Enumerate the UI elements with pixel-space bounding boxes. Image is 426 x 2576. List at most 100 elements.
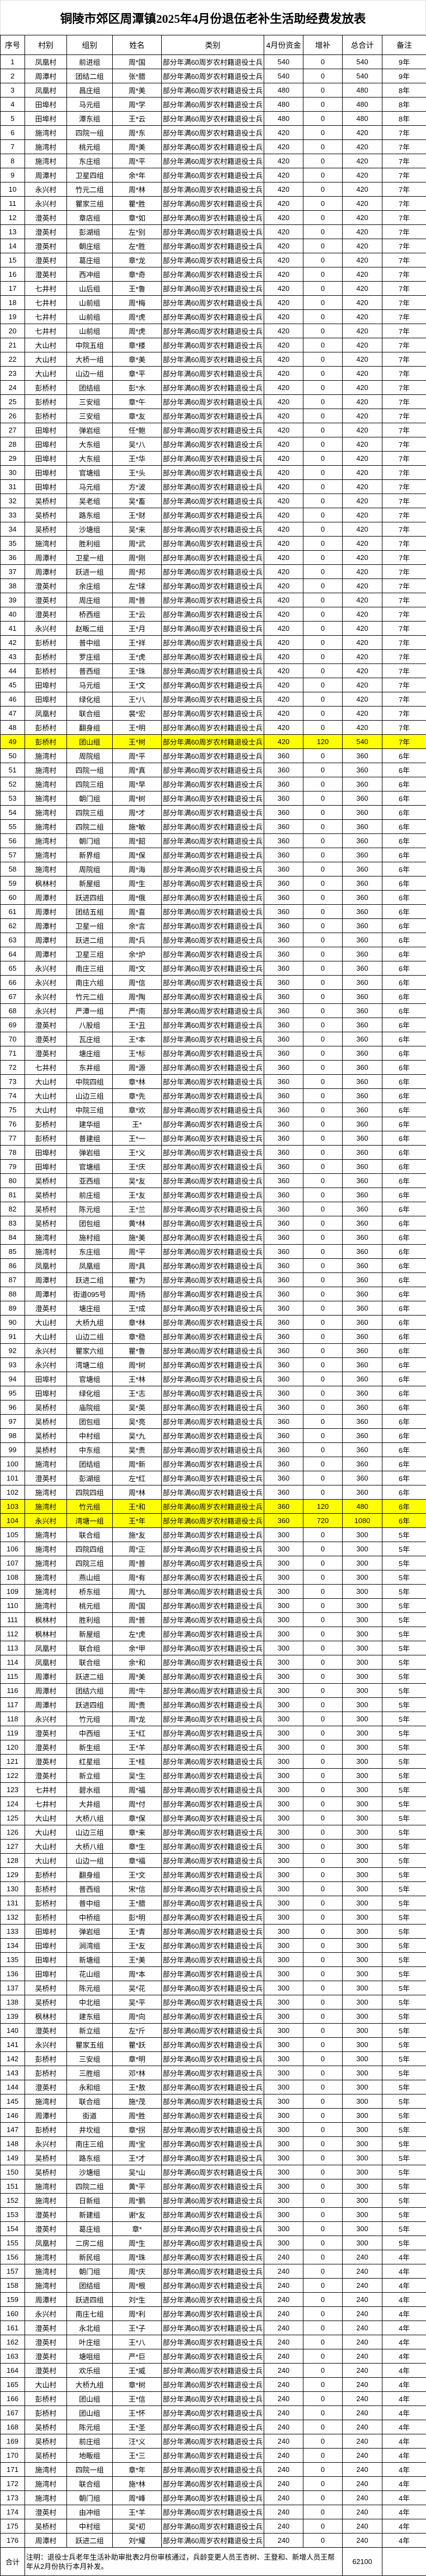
- cell-group: 湾塘二组: [66, 1357, 113, 1372]
- cell-seq: 82: [0, 1202, 25, 1216]
- cell-category: 部分年满60周岁农村籍退役士兵: [161, 564, 264, 579]
- cell-group: 八股组: [66, 1018, 113, 1032]
- cell-village: 永兴村: [25, 1513, 67, 1528]
- cell-seq: 123: [0, 1782, 25, 1797]
- cell-village: 施湾村: [25, 833, 67, 848]
- table-row: 86 凤凰村 凤凰组 周*具 部分年满60周岁农村籍退役士兵 360 0 360 6年: [0, 1258, 426, 1273]
- cell-name: 周*珠: [112, 2250, 162, 2264]
- table-row: 172 施湾村 联合组 施*林 部分年满60周岁农村籍退役士兵 240 0 240 4年: [0, 2476, 426, 2491]
- table-row: 9 周潭村 卫星四组 余*年 部分年满60周岁农村籍退役士兵 420 0 420 7年: [0, 168, 426, 182]
- cell-village: 澄英村: [25, 1046, 67, 1061]
- cell-remark: 6年: [382, 1244, 426, 1259]
- cell-total: 300: [342, 2179, 382, 2194]
- cell-seq: 131: [0, 1896, 25, 1910]
- cell-seq: 128: [0, 1853, 25, 1868]
- cell-name: 王*珠: [112, 663, 162, 678]
- cell-total: 360: [342, 1272, 382, 1287]
- cell-group: 沙塘组: [66, 2165, 113, 2179]
- cell-total: 360: [342, 862, 382, 876]
- cell-category: 部分年满60周岁农村籍退役士兵: [161, 621, 264, 636]
- cell-remark: 5年: [382, 1683, 426, 1698]
- cell-village: 施湾村: [25, 2193, 67, 2208]
- cell-category: 部分年满60周岁农村籍退役士兵: [161, 1258, 264, 1273]
- cell-supplement: 0: [303, 1825, 343, 1840]
- table-row: 110 施湾村 桃元组 周*国 部分年满60周岁农村籍退役士兵 300 0 300 5年: [0, 1598, 426, 1613]
- cell-seq: 56: [0, 833, 25, 848]
- cell-april-funds: 360: [264, 833, 303, 848]
- cell-seq: 175: [0, 2519, 25, 2534]
- cell-total: 360: [342, 1032, 382, 1046]
- table-row: 140 澄英村 新立组 左*斤 部分年满60周岁农村籍退役士兵 300 0 300 5年: [0, 2023, 426, 2038]
- cell-remark: 5年: [382, 1584, 426, 1599]
- cell-group: 周庄组: [66, 593, 113, 607]
- cell-supplement: 0: [303, 352, 343, 367]
- cell-seq: 115: [0, 1669, 25, 1684]
- cell-category: 部分年满60周岁农村籍退役士兵: [161, 1442, 264, 1457]
- cell-village: 大山村: [25, 1103, 67, 1117]
- table-row: 105 施湾村 联合组 施*友 部分年满60周岁农村籍退役士兵 300 0 300 5年: [0, 1527, 426, 1542]
- cell-group: 胜利组: [66, 1612, 113, 1627]
- cell-group: 南庄三组: [66, 961, 113, 976]
- cell-supplement: 0: [303, 1527, 343, 1542]
- cell-april-funds: 300: [264, 1796, 303, 1811]
- cell-group: 竹元二组: [66, 182, 113, 197]
- table-row: 108 施湾村 燕山组 周*有 部分年满60周岁农村籍退役士兵 300 0 300 5年: [0, 1570, 426, 1585]
- table-row: 55 施湾村 四院二组 施*敏 部分年满60周岁农村籍退役士兵 360 0 360 6年: [0, 819, 426, 834]
- cell-total: 300: [342, 1556, 382, 1570]
- cell-remark: 7年: [382, 578, 426, 593]
- table-row: 80 吴桥村 亚西组 吴*友 部分年满60周岁农村籍退役士兵 360 0 360 6年: [0, 1173, 426, 1188]
- cell-category: 部分年满60周岁农村籍退役士兵: [161, 1428, 264, 1443]
- table-row: 48 彭桥村 翻身组 王*明 部分年满60周岁农村籍退役士兵 420 0 420 7年: [0, 720, 426, 735]
- cell-name: 周*东: [112, 125, 162, 140]
- cell-category: 部分年满60周岁农村籍退役士兵: [161, 1655, 264, 1670]
- cell-seq: 98: [0, 1428, 25, 1443]
- cell-name: 周*利: [112, 2306, 162, 2321]
- cell-remark: 6年: [382, 1018, 426, 1032]
- table-row: 27 田埠村 弹岩组 任*鲍 部分年满60周岁农村籍退役士兵 420 0 420 7年: [0, 423, 426, 437]
- cell-seq: 35: [0, 536, 25, 551]
- table-row: 137 吴桥村 陈元组 吴*花 部分年满60周岁农村籍退役士兵 300 0 300 5年: [0, 1981, 426, 1995]
- cell-supplement: 0: [303, 550, 343, 565]
- cell-supplement: 0: [303, 2462, 343, 2477]
- cell-category: 部分年满60周岁农村籍退役士兵: [161, 2533, 264, 2548]
- cell-village: 施湾村: [25, 2250, 67, 2264]
- cell-village: 澄英村: [25, 2207, 67, 2222]
- cell-seq: 45: [0, 678, 25, 692]
- cell-name: 周*国: [112, 54, 162, 69]
- table-row: 170 吴桥村 地畈组 王*三 部分年满60周岁农村籍退役士兵 240 0 240 4年: [0, 2448, 426, 2463]
- cell-remark: 5年: [382, 2009, 426, 2024]
- cell-village: 澄英村: [25, 1018, 67, 1032]
- cell-supplement: 0: [303, 748, 343, 763]
- cell-seq: 106: [0, 1542, 25, 1556]
- cell-supplement: 0: [303, 1782, 343, 1797]
- cell-name: 左*别: [112, 224, 162, 239]
- cell-name: 彭*水: [112, 380, 162, 395]
- cell-seq: 84: [0, 1230, 25, 1245]
- cell-seq: 168: [0, 2420, 25, 2434]
- cell-total: 420: [342, 607, 382, 622]
- cell-village: 澄英村: [25, 1740, 67, 1755]
- cell-seq: 55: [0, 819, 25, 834]
- cell-name: 周*付: [112, 1796, 162, 1811]
- cell-supplement: 0: [303, 210, 343, 225]
- cell-seq: 156: [0, 2250, 25, 2264]
- cell-seq: 173: [0, 2490, 25, 2505]
- table-row: 66 永兴村 南庄六组 周*信 部分年满60周岁农村籍退役士兵 360 0 360 6年: [0, 975, 426, 990]
- cell-total: 360: [342, 848, 382, 862]
- cell-total: 360: [342, 989, 382, 1004]
- cell-supplement: 0: [303, 1655, 343, 1670]
- cell-category: 部分年满60周岁农村籍退役士兵: [161, 182, 264, 197]
- cell-village: 施湾村: [25, 2264, 67, 2279]
- cell-name: 周*龙: [112, 1712, 162, 1726]
- table-row: 78 田埠村 弹岩组 王*义 部分年满60周岁农村籍退役士兵 360 0 360 6年: [0, 1145, 426, 1160]
- cell-category: 部分年满60周岁农村籍退役士兵: [161, 975, 264, 990]
- cell-seq: 39: [0, 593, 25, 607]
- table-row: 106 施湾村 四院四组 周*正 部分年满60周岁农村籍退役士兵 300 0 300 5年: [0, 1542, 426, 1556]
- cell-april-funds: 300: [264, 1867, 303, 1882]
- cell-remark: 8年: [382, 83, 426, 98]
- cell-remark: 4年: [382, 2420, 426, 2434]
- cell-village: 彭桥村: [25, 2406, 67, 2420]
- table-row: 60 周潭村 跃进四组 周*俄 部分年满60周岁农村籍退役士兵 360 0 360 6年: [0, 890, 426, 905]
- cell-category: 部分年满60周岁农村籍退役士兵: [161, 154, 264, 168]
- cell-april-funds: 300: [264, 2066, 303, 2080]
